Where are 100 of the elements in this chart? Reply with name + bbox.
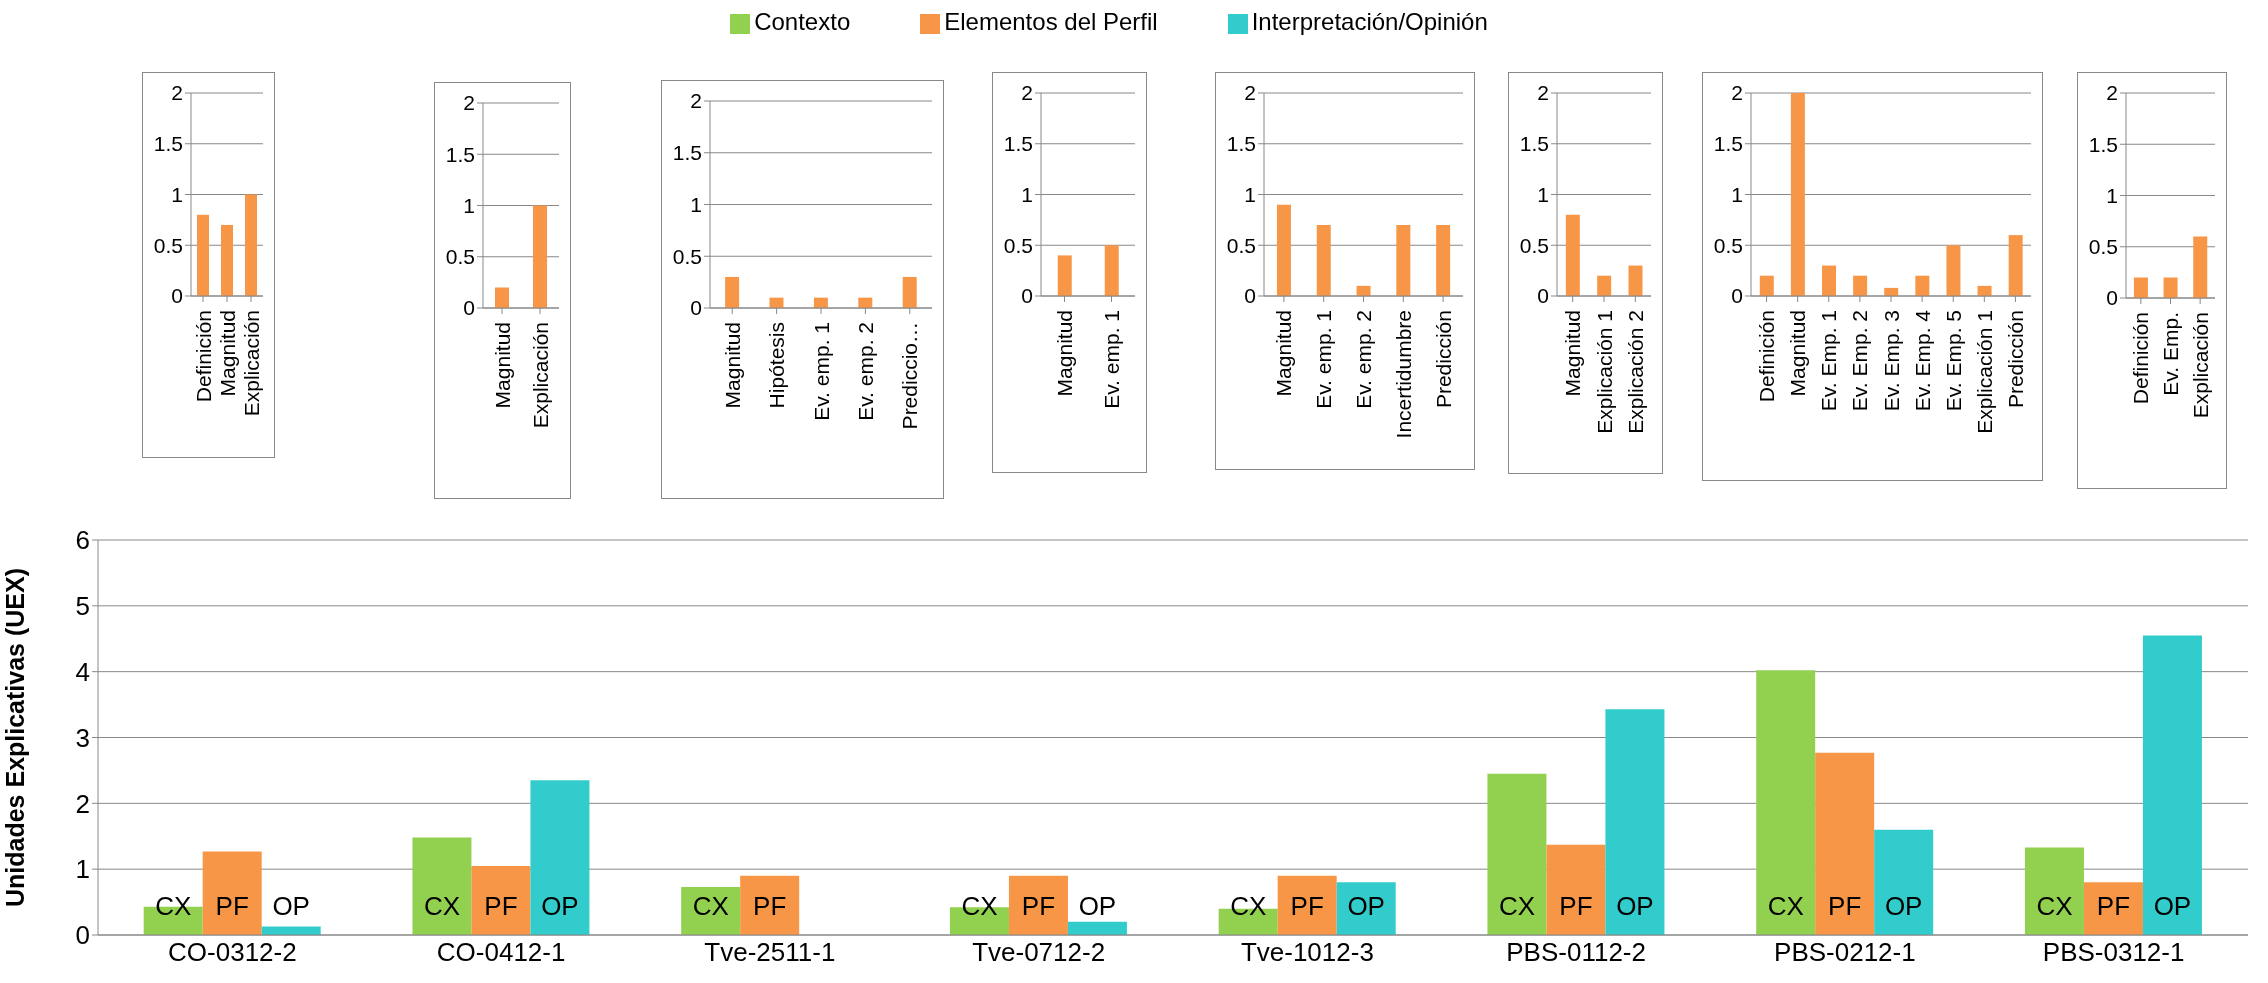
y-tick-label: 0 xyxy=(1244,284,1256,308)
x-tick-label: Explicación xyxy=(528,322,552,429)
annotation: PF xyxy=(215,891,249,921)
y-tick-label: 0 xyxy=(463,296,475,320)
x-tick-label: Explicación xyxy=(239,310,263,417)
legend-label: Elementos del Perfil xyxy=(944,8,1158,35)
bar xyxy=(1853,275,1868,296)
y-tick-label: 0 xyxy=(1021,284,1033,308)
x-tick-label: Definición xyxy=(1755,310,1779,403)
x-tick-label: Magnitud xyxy=(1272,310,1296,397)
x-tick-label: Magnitud xyxy=(1561,310,1585,397)
y-tick-label: 4 xyxy=(75,656,90,687)
bar xyxy=(1815,752,1875,935)
y-tick-label: 1 xyxy=(1244,182,1256,206)
bar xyxy=(1874,829,1934,935)
y-tick-label: 0 xyxy=(690,296,702,320)
bar xyxy=(530,780,590,935)
annotation: PF xyxy=(1828,891,1862,921)
x-tick-label: Ev. Emp. 2 xyxy=(1848,310,1872,412)
x-tick-label: Predicción xyxy=(2003,310,2027,409)
bar xyxy=(1759,275,1774,296)
x-tick-label: Ev. Emp. 3 xyxy=(1879,310,1903,412)
bar xyxy=(1316,224,1331,296)
x-tick-label: Magnitud xyxy=(720,322,744,409)
y-tick-label: 2 xyxy=(1021,81,1033,105)
y-tick-label: 0.5 xyxy=(1519,233,1549,257)
y-tick-label: 0 xyxy=(171,284,183,308)
annotation: OP xyxy=(2153,891,2192,921)
bar xyxy=(1276,204,1291,296)
bar xyxy=(1487,773,1547,935)
bar xyxy=(1915,275,1930,296)
y-tick-label: 6 xyxy=(75,525,90,556)
x-tick-label: Hipótesis xyxy=(765,322,789,409)
bar xyxy=(1565,214,1580,296)
y-tick-label: 1.5 xyxy=(445,142,475,166)
y-axis-title: Unidades Explicativas (UEX) xyxy=(0,567,29,908)
x-tick-label: Incertidumbre xyxy=(1391,310,1415,439)
bar xyxy=(1067,921,1127,935)
y-tick-label: 1 xyxy=(2106,183,2118,207)
y-tick-label: 1 xyxy=(171,182,183,206)
x-tick-label: CO-0412-1 xyxy=(436,937,566,968)
x-tick-label: Ev. Emp. 5 xyxy=(1941,310,1965,412)
y-tick-label: 0.5 xyxy=(672,244,702,268)
x-tick-label: Tve-2511-1 xyxy=(704,937,836,968)
x-tick-label: Explicación xyxy=(2188,312,2212,419)
bar xyxy=(202,851,262,935)
bar xyxy=(1628,265,1643,296)
bar xyxy=(2142,635,2202,935)
y-tick-label: 2 xyxy=(463,91,475,115)
x-tick-label: Magnitud xyxy=(1786,310,1810,397)
annotation: CX xyxy=(423,891,460,921)
x-tick-label: Definición xyxy=(2129,312,2153,405)
bar xyxy=(471,865,531,935)
x-tick-label: Ev. Emp. 1 xyxy=(1817,310,1841,412)
y-tick-label: 2 xyxy=(75,788,90,819)
x-tick-label: Ev. emp. 1 xyxy=(809,322,833,421)
x-tick-label: Definición xyxy=(191,310,215,403)
bar xyxy=(221,224,233,296)
annotation: PF xyxy=(484,891,518,921)
x-tick-label: Ev. Emp. xyxy=(2159,312,2182,396)
x-tick-label: Explicación 2 xyxy=(1623,310,1647,434)
x-tick-label: Prediccio… xyxy=(898,322,922,430)
bar xyxy=(412,837,472,935)
y-tick-label: 2 xyxy=(690,89,702,113)
annotation: OP xyxy=(1078,891,1117,921)
y-tick-label: 1 xyxy=(463,193,475,217)
annotation: CX xyxy=(692,891,729,921)
x-tick-label: Ev. Emp. 4 xyxy=(1910,309,1934,412)
bar xyxy=(1597,275,1612,296)
bar xyxy=(1946,245,1961,296)
y-tick-label: 1 xyxy=(1731,182,1743,206)
x-tick-label: Tve-0712-2 xyxy=(972,937,1106,968)
x-tick-label: Ev. emp. 1 xyxy=(1312,310,1336,409)
bar xyxy=(1008,875,1068,935)
bar xyxy=(1546,844,1606,935)
x-tick-label: Explicación 1 xyxy=(1592,310,1616,434)
annotation: CX xyxy=(1498,891,1535,921)
y-tick-label: 0 xyxy=(2106,286,2118,310)
bar xyxy=(1756,670,1816,935)
y-tick-label: 0.5 xyxy=(445,245,475,269)
y-tick-label: 2 xyxy=(1731,81,1743,105)
y-tick-label: 1.5 xyxy=(1226,132,1256,156)
y-tick-label: 0 xyxy=(1731,284,1743,308)
annotation: CX xyxy=(2036,891,2073,921)
bar xyxy=(261,926,321,935)
bar xyxy=(1396,224,1411,296)
bar xyxy=(1605,709,1665,935)
x-tick-label: Explicación 1 xyxy=(1972,310,1996,434)
x-tick-label: Tve-1012-3 xyxy=(1240,937,1374,968)
bar xyxy=(1790,93,1805,296)
y-tick-label: 0 xyxy=(1537,284,1549,308)
bar xyxy=(1822,265,1836,296)
y-tick-label: 1.5 xyxy=(672,141,702,165)
y-tick-label: 1 xyxy=(1021,182,1033,206)
annotation: PF xyxy=(1290,891,1324,921)
bar xyxy=(740,875,800,935)
x-tick-label: Ev. emp. 2 xyxy=(1352,310,1375,409)
legend-label: Interpretación/Opinión xyxy=(1251,8,1488,35)
y-tick-label: 3 xyxy=(75,722,90,753)
bar xyxy=(1277,875,1337,935)
